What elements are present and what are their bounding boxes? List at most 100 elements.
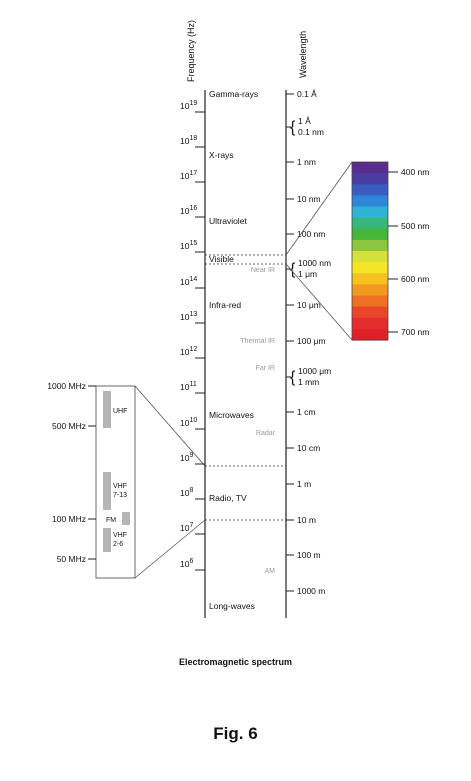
- wavelength-tick-label: 100 m: [297, 550, 321, 560]
- frequency-tick-label: 1013: [180, 311, 197, 322]
- fm-band-label: FM: [106, 517, 116, 524]
- spectrum-color-band: [352, 284, 388, 297]
- frequency-tick-label: 1010: [180, 417, 197, 428]
- wavelength-tick-label: 1 nm: [297, 157, 316, 167]
- radio-zoom-box: [95, 385, 136, 579]
- frequency-tick-label: 1014: [180, 276, 197, 287]
- sub-region-radar: Radar: [256, 430, 276, 437]
- vhf-low-band-bar: [103, 528, 111, 552]
- wavelength-tick-label: 100 nm: [297, 229, 325, 239]
- spectrum-tick-label: 400 nm: [401, 167, 429, 177]
- radio-band-zoom: 1000 MHz 500 MHz 100 MHz 50 MHz UHF VHF 7…: [47, 381, 206, 579]
- region-label-infra-red: Infra-red: [209, 300, 241, 310]
- spectrum-color-band: [352, 239, 388, 252]
- spectrum-regions: Gamma-rays X-rays Ultraviolet Visible In…: [209, 89, 276, 611]
- region-label-x-rays: X-rays: [209, 150, 234, 160]
- wavelength-tick-label: 1 m: [297, 479, 311, 489]
- vhf-high-band-label: VHF 7-13: [113, 483, 127, 499]
- radio-tick-label: 100 MHz: [52, 514, 86, 524]
- zoom-connector-top: [134, 385, 206, 467]
- region-label-radio-tv: Radio, TV: [209, 493, 247, 503]
- spectrum-color-band: [352, 184, 388, 196]
- spectrum-color-band: [352, 206, 388, 219]
- spectrum-color-band: [352, 317, 388, 330]
- visible-spectrum-zoom: 400 nm 500 nm 600 nm 700 nm: [285, 161, 429, 341]
- band-label-line: VHF: [113, 532, 127, 539]
- zoom-connector-top: [285, 161, 353, 256]
- wavelength-ticks: 0.1 Å 1 nm 10 nm 100 nm 10 μm 100 μm 1 c…: [286, 89, 331, 596]
- frequency-tick-label: 1015: [180, 240, 197, 251]
- spectrum-color-band: [352, 228, 388, 241]
- wavelength-tick-label: 0.1 Å: [297, 89, 317, 99]
- frequency-tick-label: 1016: [180, 205, 197, 216]
- wavelength-tick-label: 100 μm: [297, 336, 326, 346]
- spectrum-color-band: [352, 262, 388, 274]
- figure-caption: Electromagnetic spectrum: [178, 657, 293, 667]
- zoom-connector-bottom: [285, 263, 353, 341]
- sub-region-far-ir: Far IR: [256, 365, 275, 372]
- frequency-ticks: 1019 1018 1017 1016 1015 1014 1013 1012 …: [180, 100, 205, 571]
- spectrum-tick-label: 600 nm: [401, 274, 429, 284]
- uhf-band-bar: [103, 391, 111, 428]
- wavelength-brace-label: 1 Å: [298, 116, 311, 126]
- zoom-connector-bottom: [134, 519, 206, 579]
- region-label-visible: Visible: [209, 254, 234, 264]
- band-label-line: 2-6: [113, 541, 123, 548]
- wavelength-tick-label: 10 nm: [297, 194, 321, 204]
- spectrum-color-band: [352, 328, 388, 341]
- spectrum-bar-outline: [351, 161, 389, 341]
- vhf-low-band-label: VHF 2-6: [113, 532, 127, 548]
- spectrum-color-band: [352, 195, 388, 208]
- wavelength-axis-title: Wavelength: [298, 31, 308, 78]
- spectrum-color-bands: [352, 162, 388, 341]
- wavelength-tick-label: 10 μm: [297, 300, 321, 310]
- spectrum-color-band: [352, 295, 388, 308]
- frequency-tick-label: 1019: [180, 100, 197, 111]
- fm-band-bar: [122, 512, 130, 525]
- frequency-axis-title: Frequency (Hz): [186, 20, 196, 82]
- wavelength-brace-label: 0.1 nm: [298, 127, 324, 137]
- wavelength-brace-label: 1 μm: [298, 269, 317, 279]
- spectrum-color-band: [352, 273, 388, 285]
- region-label-gamma-rays: Gamma-rays: [209, 89, 258, 99]
- frequency-tick-label: 109: [180, 452, 193, 463]
- radio-tick-label: 500 MHz: [52, 421, 86, 431]
- spectrum-color-band: [352, 251, 388, 263]
- wavelength-tick-label: 1 cm: [297, 407, 315, 417]
- spectrum-color-band: [352, 173, 388, 185]
- spectrum-tick-label: 700 nm: [401, 327, 429, 337]
- frequency-tick-label: 106: [180, 558, 193, 569]
- region-label-ultraviolet: Ultraviolet: [209, 216, 247, 226]
- brace-symbol: {: [290, 369, 296, 386]
- brace-symbol: {: [290, 261, 296, 278]
- wavelength-brace-label: 1000 nm: [298, 258, 331, 268]
- frequency-tick-label: 1017: [180, 170, 197, 181]
- wavelength-tick-label: 10 cm: [297, 443, 320, 453]
- spectrum-color-band: [352, 162, 388, 174]
- sub-region-thermal-ir: Thermal IR: [240, 338, 275, 345]
- frequency-tick-label: 1018: [180, 135, 197, 146]
- uhf-band-label: UHF: [113, 408, 127, 415]
- radio-tick-label: 50 MHz: [57, 554, 86, 564]
- sub-region-am: AM: [265, 568, 276, 575]
- sub-region-near-ir: Near IR: [251, 267, 275, 274]
- radio-tick-label: 1000 MHz: [47, 381, 86, 391]
- wavelength-tick-label: 10 m: [297, 515, 316, 525]
- region-label-microwaves: Microwaves: [209, 410, 254, 420]
- vhf-high-band-bar: [103, 472, 111, 510]
- figure-label: Fig. 6: [213, 724, 258, 743]
- band-label-line: 7-13: [113, 492, 127, 499]
- spectrum-color-band: [352, 217, 388, 230]
- wavelength-tick-label: 1000 m: [297, 586, 325, 596]
- region-label-long-waves: Long-waves: [209, 601, 255, 611]
- frequency-tick-label: 107: [180, 522, 193, 533]
- frequency-tick-label: 108: [180, 487, 193, 498]
- spectrum-tick-label: 500 nm: [401, 221, 429, 231]
- brace-symbol: {: [290, 119, 296, 136]
- wavelength-brace-label: 1000 μm: [298, 366, 331, 376]
- spectrum-color-band: [352, 306, 388, 319]
- frequency-tick-label: 1012: [180, 346, 197, 357]
- wavelength-brace-label: 1 mm: [298, 377, 319, 387]
- frequency-tick-label: 1011: [180, 381, 197, 392]
